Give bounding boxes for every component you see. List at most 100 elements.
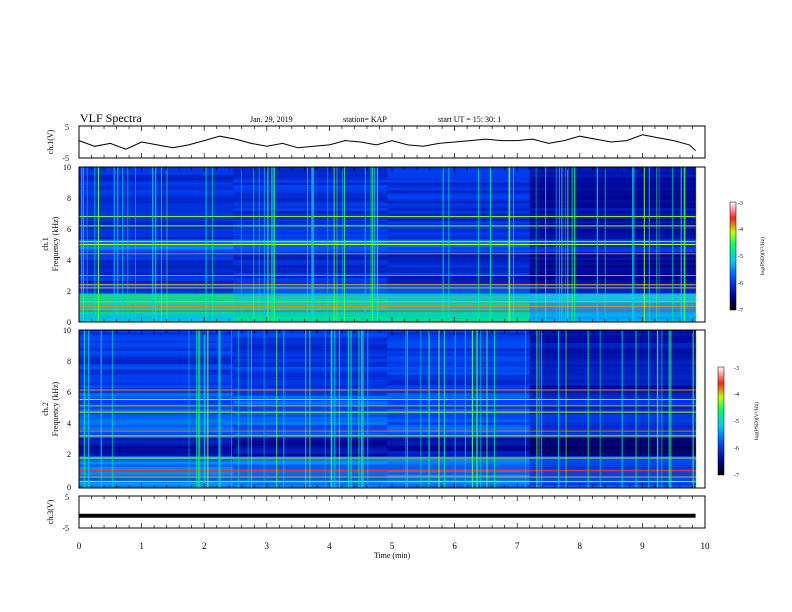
spectrogram-late-cell (529, 213, 696, 217)
spectrogram-cell (79, 172, 234, 176)
spectrogram-late-cell (529, 195, 696, 199)
spectrogram-cell (79, 218, 234, 222)
spectrogram-cell (387, 398, 542, 402)
spectrogram-cell (387, 356, 542, 360)
spectrogram-cell (233, 309, 388, 313)
spectrogram-cell (233, 369, 388, 373)
spectrogram-cell (387, 267, 542, 271)
spectrogram-late-cell (529, 226, 696, 230)
spectrogram-cell (79, 236, 234, 240)
ch2-spectrogram-panel: 10 8 6 4 2 0 ch.2 Frequency (kHz) (41, 326, 706, 492)
spectrogram-cell (233, 332, 388, 336)
spectrogram-late-cell (529, 440, 696, 444)
spectrogram-cell (233, 353, 388, 357)
ch3-ytick-top: 5 (65, 493, 69, 502)
spectrogram-cell (79, 485, 234, 489)
spectrogram-cell (233, 424, 388, 428)
spectrogram-cell (233, 275, 388, 279)
spectrogram-cell (233, 265, 388, 269)
spectrogram-cell (233, 445, 388, 449)
spectrogram-cell (79, 249, 234, 253)
spectrogram-cell (79, 231, 234, 235)
spectrogram-late-cell (529, 409, 696, 413)
spectrogram-cell (79, 229, 234, 233)
date-label: Jan. 29, 2019 (250, 115, 293, 124)
spectrogram-cell (233, 247, 388, 251)
spectrogram-late-cell (529, 432, 696, 436)
ch2-ytick-4: 4 (67, 419, 71, 428)
spectrogram-late-cell (529, 445, 696, 449)
spectrogram-late-cell (529, 343, 696, 347)
spectrogram-cell (387, 401, 542, 405)
spectrogram-cell (233, 223, 388, 227)
spectrogram-cell (233, 288, 388, 292)
spectrogram-late-cell (529, 390, 696, 394)
spectrogram-late-cell (529, 229, 696, 233)
spectrogram-cell (79, 195, 234, 199)
spectrogram-late-cell (529, 265, 696, 269)
spectrogram-late-cell (529, 288, 696, 292)
spectrogram-cell (387, 348, 542, 352)
spectrogram-cell (233, 218, 388, 222)
spectrogram-cell (387, 411, 542, 415)
spectrogram-cell (387, 380, 542, 384)
ch1-ytick-0: 0 (67, 318, 71, 327)
spectrogram-cell (387, 443, 542, 447)
spectrogram-cell (387, 195, 542, 199)
ch3-ytick-bottom: -5 (62, 524, 69, 533)
spectrogram-cell (233, 335, 388, 339)
spectrogram-cell (79, 401, 234, 405)
spectrogram-cell (233, 393, 388, 397)
spectrogram-cell (79, 414, 234, 418)
spectrogram-cell (387, 226, 542, 230)
spectrogram-cell (79, 432, 234, 436)
spectrogram-cell (387, 385, 542, 389)
spectrogram-cell (79, 192, 234, 196)
spectrogram-cell (387, 393, 542, 397)
spectrogram-cell (233, 443, 388, 447)
spectrogram-cell (233, 395, 388, 399)
spectrogram-cell (387, 169, 542, 173)
spectrogram-late-cell (529, 190, 696, 194)
spectrogram-cell (233, 435, 388, 439)
spectrogram-cell (79, 174, 234, 178)
spectrogram-late-cell (529, 262, 696, 266)
spectrogram-cell (79, 288, 234, 292)
x-axis-label: Time (min) (374, 551, 411, 560)
spectrogram-cell (233, 231, 388, 235)
spectrogram-cell (387, 296, 542, 300)
spectrogram-cell (387, 247, 542, 251)
spectrogram-cell (79, 272, 234, 276)
spectrogram-cell (387, 179, 542, 183)
spectrogram-late-cell (529, 185, 696, 189)
spectrogram-cell (233, 298, 388, 302)
spectrogram-late-cell (529, 443, 696, 447)
ch2-cbar-tick-3: -3 (734, 366, 739, 372)
spectrogram-cell (233, 440, 388, 444)
xtick-3: 3 (265, 541, 270, 551)
spectrogram-cell (387, 254, 542, 258)
spectrogram-cell (387, 208, 542, 212)
spectrogram-cell (79, 466, 234, 471)
spectrogram-cell (233, 461, 388, 465)
start-time-label: start UT = 15: 30: 1 (438, 115, 501, 124)
spectrogram-cell (387, 430, 542, 434)
spectrogram-cell (387, 387, 542, 392)
spectrogram-cell (387, 288, 542, 292)
spectrogram-cell (387, 275, 542, 279)
spectrogram-cell (387, 241, 542, 245)
spectrogram-cell (387, 239, 542, 243)
spectrogram-late-cell (529, 377, 696, 381)
spectrogram-cell (233, 459, 388, 463)
spectrogram-cell (387, 210, 542, 214)
spectrogram-cell (79, 453, 234, 457)
spectrogram-cell (387, 301, 542, 305)
spectrogram-cell (387, 229, 542, 233)
spectrogram-cell (79, 416, 234, 421)
spectrogram-cell (79, 340, 234, 344)
spectrogram-late-cell (529, 272, 696, 276)
spectrogram-late-cell (529, 374, 696, 378)
spectrogram-cell (79, 366, 234, 370)
spectrogram-cell (387, 280, 542, 284)
spectrogram-cell (387, 440, 542, 444)
